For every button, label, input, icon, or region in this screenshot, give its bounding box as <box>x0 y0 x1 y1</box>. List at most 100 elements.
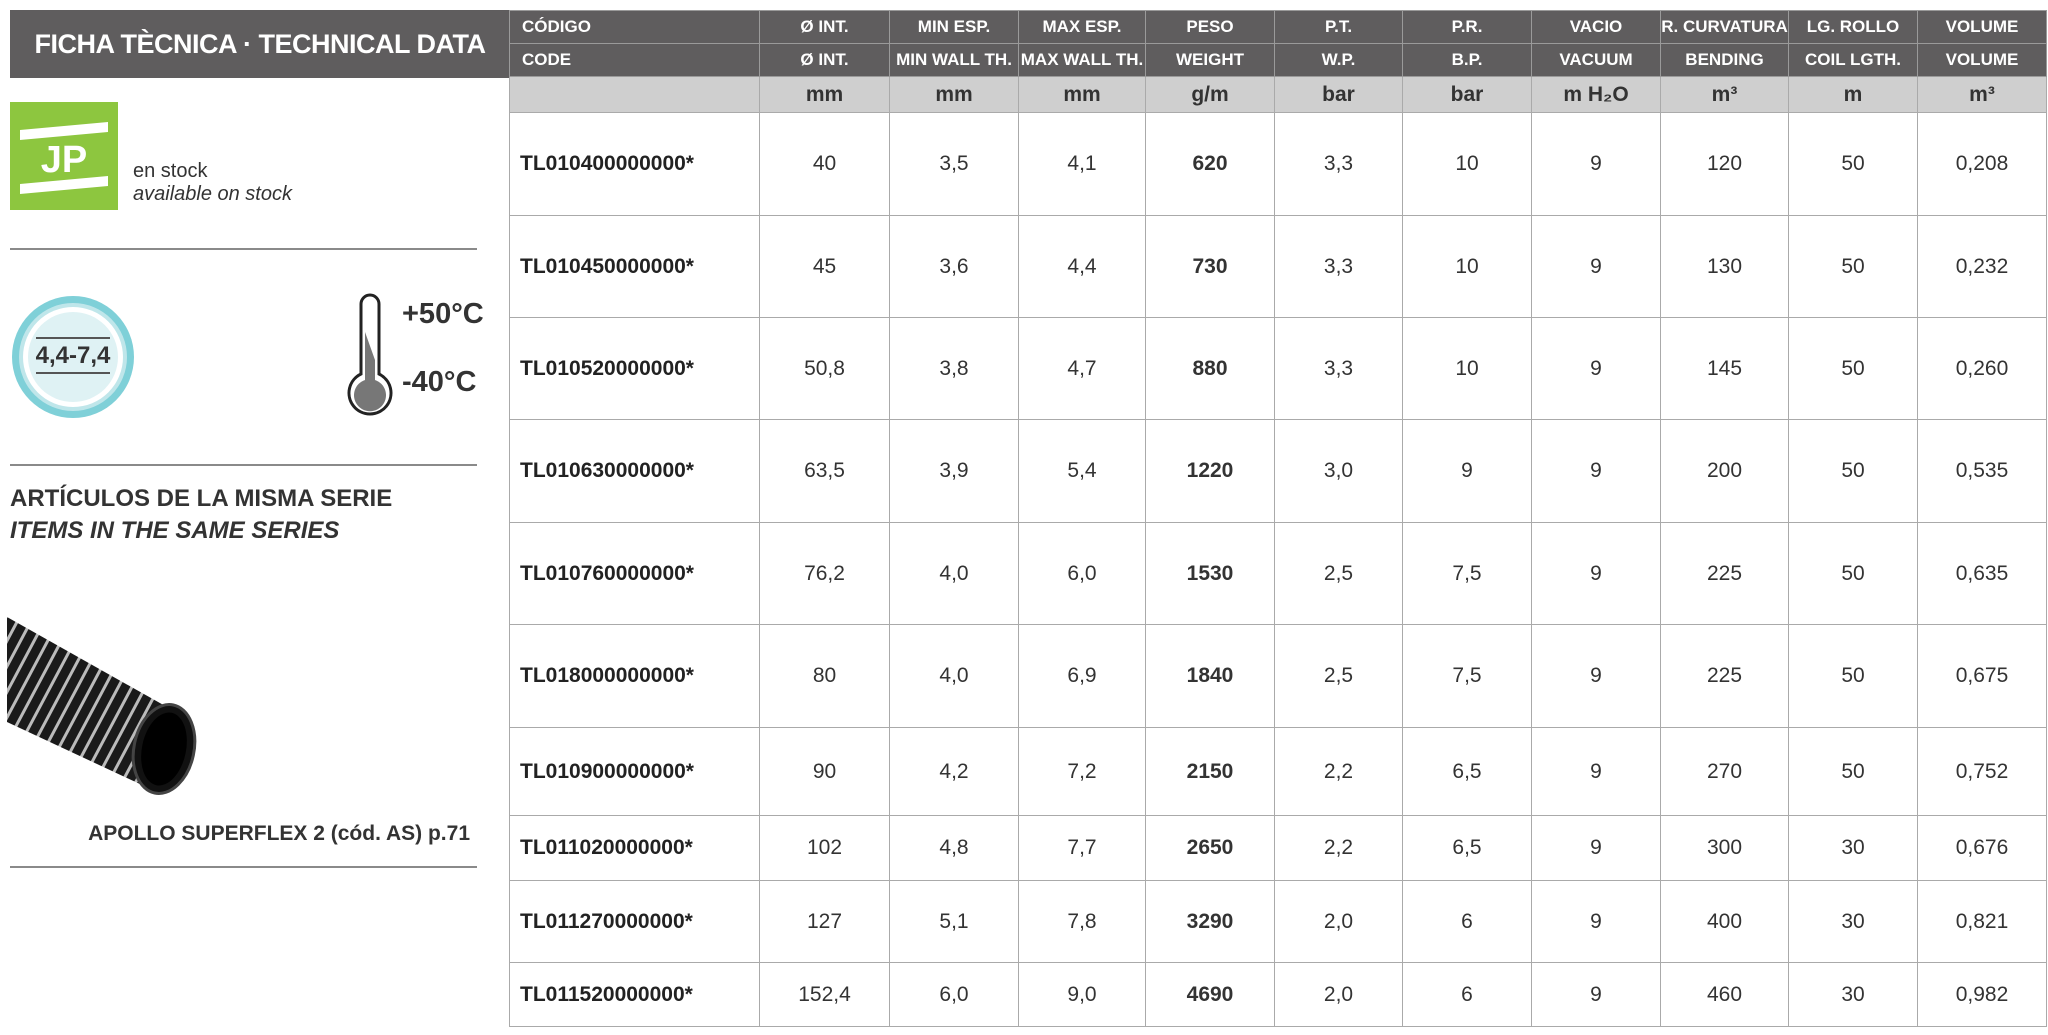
product-code: TL010900000000* <box>509 727 760 816</box>
cell--int: 63,5 <box>759 419 890 523</box>
unit-header-3: mm <box>1018 76 1146 113</box>
svg-text:JP: JP <box>41 139 87 181</box>
cell-weight: 3290 <box>1145 880 1275 963</box>
column-header-es-5: P.T. <box>1274 10 1403 44</box>
cell-min-wall-th: 3,9 <box>889 419 1019 523</box>
column-header-en-5: W.P. <box>1274 43 1403 77</box>
table-row: TL010630000000* 63,5 3,9 5,4 1220 3,0 9 9 200 50 0… <box>509 419 2047 523</box>
cell-b-p: 10 <box>1402 112 1532 216</box>
product-code: TL011270000000* <box>509 880 760 963</box>
cell-bending: 460 <box>1660 962 1789 1027</box>
cell-weight: 1220 <box>1145 419 1275 523</box>
cell-vacuum: 9 <box>1531 962 1661 1027</box>
cell-volume: 0,535 <box>1917 419 2047 523</box>
cell-weight: 2650 <box>1145 815 1275 881</box>
column-header-en-9: COIL LGTH. <box>1788 43 1918 77</box>
cell-bending: 225 <box>1660 624 1789 728</box>
unit-header-0 <box>509 76 760 113</box>
cell-vacuum: 9 <box>1531 815 1661 881</box>
cell--int: 90 <box>759 727 890 816</box>
cell-min-wall-th: 4,8 <box>889 815 1019 881</box>
cell-w-p: 3,3 <box>1274 317 1403 420</box>
cell-volume: 0,232 <box>1917 215 2047 318</box>
cell-b-p: 7,5 <box>1402 624 1532 728</box>
column-header-en-3: MAX WALL TH. <box>1018 43 1146 77</box>
column-header-es-7: VACIO <box>1531 10 1661 44</box>
cell--int: 127 <box>759 880 890 963</box>
table-row: TL011270000000* 127 5,1 7,8 3290 2,0 6 9 400 30 0,… <box>509 880 2047 963</box>
column-header-es-9: LG. ROLLO <box>1788 10 1918 44</box>
divider <box>10 248 477 250</box>
cell-weight: 730 <box>1145 215 1275 318</box>
cell-coil-lgth: 50 <box>1788 522 1918 625</box>
table-row: TL010520000000* 50,8 3,8 4,7 880 3,3 10 9 145 50 0… <box>509 317 2047 420</box>
cell-volume: 0,676 <box>1917 815 2047 881</box>
column-header-es-4: PESO <box>1145 10 1275 44</box>
cell-w-p: 3,3 <box>1274 215 1403 318</box>
unit-header-2: mm <box>889 76 1019 113</box>
stock-label-en: available on stock <box>133 183 292 205</box>
cell-max-wall-th: 4,4 <box>1018 215 1146 318</box>
table-row: TL010450000000* 45 3,6 4,4 730 3,3 10 9 130 50 0,2… <box>509 215 2047 318</box>
cell-b-p: 6 <box>1402 962 1532 1027</box>
unit-header-5: bar <box>1274 76 1403 113</box>
stock-label: en stock <box>133 160 208 182</box>
cell-coil-lgth: 50 <box>1788 624 1918 728</box>
wall-thickness-badge: 4,4-7,4 <box>10 294 136 420</box>
cell-min-wall-th: 3,8 <box>889 317 1019 420</box>
cell--int: 102 <box>759 815 890 881</box>
cell-coil-lgth: 50 <box>1788 317 1918 420</box>
column-header-en-1: Ø INT. <box>759 43 890 77</box>
cell--int: 45 <box>759 215 890 318</box>
cell-vacuum: 9 <box>1531 727 1661 816</box>
cell-w-p: 2,0 <box>1274 880 1403 963</box>
cell-bending: 130 <box>1660 215 1789 318</box>
cell-w-p: 2,0 <box>1274 962 1403 1027</box>
product-code: TL010760000000* <box>509 522 760 625</box>
hose-product-image[interactable] <box>7 612 202 802</box>
cell-b-p: 6,5 <box>1402 727 1532 816</box>
column-header-en-4: WEIGHT <box>1145 43 1275 77</box>
column-header-en-0: CODE <box>509 43 760 77</box>
cell-coil-lgth: 30 <box>1788 815 1918 881</box>
column-header-es-6: P.R. <box>1402 10 1532 44</box>
unit-header-6: bar <box>1402 76 1532 113</box>
stock-status: en stock available on stock <box>133 160 292 206</box>
cell--int: 40 <box>759 112 890 216</box>
unit-header-1: mm <box>759 76 890 113</box>
cell-coil-lgth: 50 <box>1788 112 1918 216</box>
thermometer-icon <box>347 293 393 416</box>
series-title-en: ITEMS IN THE SAME SERIES <box>10 517 340 544</box>
cell-volume: 0,260 <box>1917 317 2047 420</box>
series-title: ARTÍCULOS DE LA MISMA SERIE <box>10 485 393 512</box>
column-header-es-3: MAX ESP. <box>1018 10 1146 44</box>
cell-coil-lgth: 50 <box>1788 727 1918 816</box>
cell-b-p: 6 <box>1402 880 1532 963</box>
cell-b-p: 10 <box>1402 317 1532 420</box>
table-row: TL018000000000* 80 4,0 6,9 1840 2,5 7,5 9 225 50 0… <box>509 624 2047 728</box>
header-row-es: CÓDIGO Ø INT. MIN ESP. MAX ESP. PESO P.T. P.R.… <box>509 10 2047 44</box>
cell-bending: 120 <box>1660 112 1789 216</box>
column-header-en-6: B.P. <box>1402 43 1532 77</box>
column-header-en-8: BENDING <box>1660 43 1789 77</box>
cell-coil-lgth: 50 <box>1788 419 1918 523</box>
product-code: TL018000000000* <box>509 624 760 728</box>
cell-bending: 300 <box>1660 815 1789 881</box>
table-row: TL010760000000* 76,2 4,0 6,0 1530 2,5 7,5 9 225 5… <box>509 522 2047 625</box>
cell-w-p: 3,0 <box>1274 419 1403 523</box>
cell-volume: 0,821 <box>1917 880 2047 963</box>
temperature-min: -40°C <box>402 366 477 398</box>
product-code: TL011520000000* <box>509 962 760 1027</box>
wall-thickness-icon <box>12 296 134 418</box>
cell-max-wall-th: 4,1 <box>1018 112 1146 216</box>
series-heading: ARTÍCULOS DE LA MISMA SERIE ITEMS IN THE… <box>10 483 392 547</box>
temperature-max: +50°C <box>402 298 484 330</box>
cell-b-p: 10 <box>1402 215 1532 318</box>
cell-coil-lgth: 30 <box>1788 880 1918 963</box>
cell-volume: 0,982 <box>1917 962 2047 1027</box>
cell-coil-lgth: 30 <box>1788 962 1918 1027</box>
product-code: TL010630000000* <box>509 419 760 523</box>
series-item-link[interactable]: APOLLO SUPERFLEX 2 (cód. AS) p.71 <box>88 822 470 845</box>
cell--int: 80 <box>759 624 890 728</box>
unit-header-8: m³ <box>1660 76 1789 113</box>
